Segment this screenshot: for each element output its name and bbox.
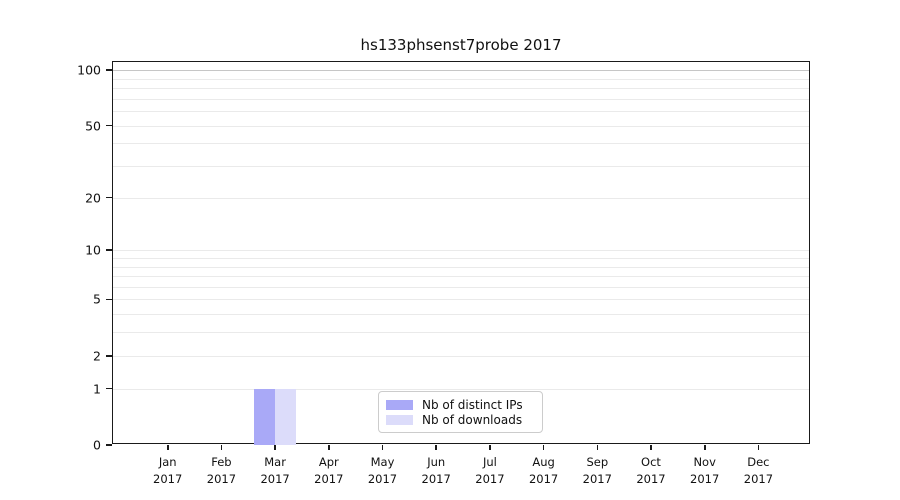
x-tick-label: Jan 2017 <box>138 454 198 487</box>
x-tick <box>542 445 545 450</box>
y-tick <box>105 355 112 357</box>
x-tick <box>757 445 760 450</box>
y-gridline <box>113 78 809 80</box>
y-gridline <box>113 299 809 301</box>
month-label: Nov <box>693 455 716 469</box>
year-label: 2017 <box>206 471 237 486</box>
x-tick <box>328 445 330 450</box>
x-tick <box>435 445 437 450</box>
x-tick-label: Mar 2017 <box>245 454 305 487</box>
x-tick-label: Oct 2017 <box>621 454 681 487</box>
legend-label: Nb of distinct IPs <box>422 397 523 412</box>
year-label: 2017 <box>314 471 344 486</box>
x-tick-label: Dec 2017 <box>728 454 788 487</box>
month-label: Feb <box>211 455 232 469</box>
month-label: Jun <box>427 455 446 469</box>
year-label: 2017 <box>743 471 774 486</box>
x-tick <box>704 445 706 450</box>
x-tick-label: Nov 2017 <box>675 454 735 487</box>
y-gridline <box>113 286 809 288</box>
y-tick <box>105 196 112 199</box>
y-tick-label: 100 <box>77 62 101 78</box>
y-gridline <box>113 276 809 278</box>
y-tick-label: 20 <box>85 190 101 206</box>
y-gridline <box>113 143 809 145</box>
bar-nb-of-downloads-mar <box>275 388 297 445</box>
x-tick-label: Jul 2017 <box>460 454 520 487</box>
y-tick-label: 5 <box>93 291 101 307</box>
legend-item: Nb of downloads <box>386 412 534 427</box>
y-gridline <box>113 266 809 268</box>
month-label: Aug <box>532 455 555 469</box>
y-tick <box>105 298 112 301</box>
y-tick <box>105 69 112 71</box>
x-tick <box>489 445 491 450</box>
legend-swatch-distinct-ips <box>386 399 413 410</box>
year-label: 2017 <box>475 471 505 486</box>
x-tick-label: May 2017 <box>353 454 413 487</box>
month-label: Apr <box>318 455 339 469</box>
year-label: 2017 <box>260 471 290 486</box>
x-tick <box>274 445 276 450</box>
y-gridline <box>113 197 809 199</box>
year-label: 2017 <box>367 471 398 486</box>
y-tick-label: 1 <box>93 381 101 397</box>
plot-area: 0 1 2 5 10 20 50 100 Jan 2017 Feb 2017 Mar 2017 Apr 201… <box>77 61 810 486</box>
y-tick-label: 0 <box>93 437 101 453</box>
legend-item: Nb of distinct IPs <box>386 397 534 412</box>
year-label: 2017 <box>153 471 183 486</box>
x-tick-label: Apr 2017 <box>299 454 359 487</box>
y-tick <box>105 387 112 390</box>
year-label: 2017 <box>636 471 666 486</box>
month-label: Mar <box>264 455 286 469</box>
y-gridline <box>113 70 809 71</box>
y-gridline <box>113 388 809 390</box>
y-gridline <box>113 332 809 334</box>
y-tick <box>105 444 112 446</box>
year-label: 2017 <box>582 471 612 486</box>
bar-nb-of-distinct-ips-mar <box>254 388 276 445</box>
month-label: Sep <box>586 455 609 469</box>
chart-title: hs133phsenst7probe 2017 <box>360 36 562 54</box>
month-label: Oct <box>641 455 661 469</box>
y-tick-label: 10 <box>85 242 101 258</box>
x-tick-label: Jun 2017 <box>406 454 466 487</box>
y-gridline <box>113 98 809 100</box>
month-label: Jan <box>158 455 177 469</box>
y-gridline <box>113 111 809 112</box>
legend-swatch-downloads <box>386 414 413 425</box>
y-gridline <box>113 314 809 316</box>
month-label: May <box>370 455 395 469</box>
x-tick-label: Feb 2017 <box>191 454 251 487</box>
year-label: 2017 <box>690 471 720 486</box>
month-label: Dec <box>747 455 770 469</box>
legend-label: Nb of downloads <box>422 412 523 427</box>
month-label: Jul <box>482 455 497 469</box>
y-gridline <box>113 125 809 127</box>
x-tick <box>167 445 169 450</box>
x-tick-label: Sep 2017 <box>567 454 627 487</box>
y-gridline <box>113 250 809 252</box>
legend: Nb of distinct IPs Nb of downloads <box>378 391 543 433</box>
y-tick <box>105 249 112 251</box>
year-label: 2017 <box>421 471 451 486</box>
y-gridline <box>113 88 809 89</box>
x-tick <box>596 445 599 450</box>
year-label: 2017 <box>528 471 559 486</box>
x-tick <box>381 445 384 450</box>
x-tick <box>220 445 223 450</box>
x-tick <box>650 445 652 450</box>
y-tick-label: 50 <box>85 118 101 134</box>
x-tick-label: Aug 2017 <box>514 454 574 487</box>
y-gridline <box>113 166 809 167</box>
y-tick-label: 2 <box>93 348 101 364</box>
y-gridline <box>113 257 809 259</box>
y-tick <box>105 124 112 127</box>
y-gridline <box>113 355 809 357</box>
